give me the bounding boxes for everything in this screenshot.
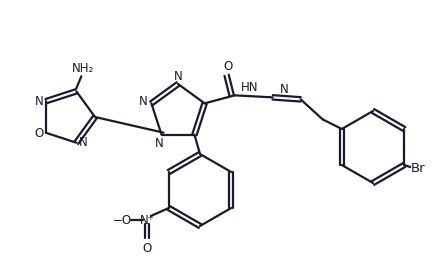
Text: N: N (35, 95, 43, 108)
Text: Br: Br (411, 161, 425, 175)
Text: HN: HN (241, 81, 258, 94)
Text: N⁺: N⁺ (139, 213, 154, 227)
Text: N: N (139, 95, 148, 108)
Text: N: N (173, 70, 182, 82)
Text: N: N (79, 136, 88, 149)
Text: O: O (35, 127, 44, 140)
Text: N: N (280, 83, 289, 96)
Text: O: O (142, 241, 152, 254)
Text: NH₂: NH₂ (72, 62, 95, 75)
Text: −O: −O (112, 213, 131, 227)
Text: O: O (223, 60, 232, 73)
Text: N: N (155, 137, 164, 150)
